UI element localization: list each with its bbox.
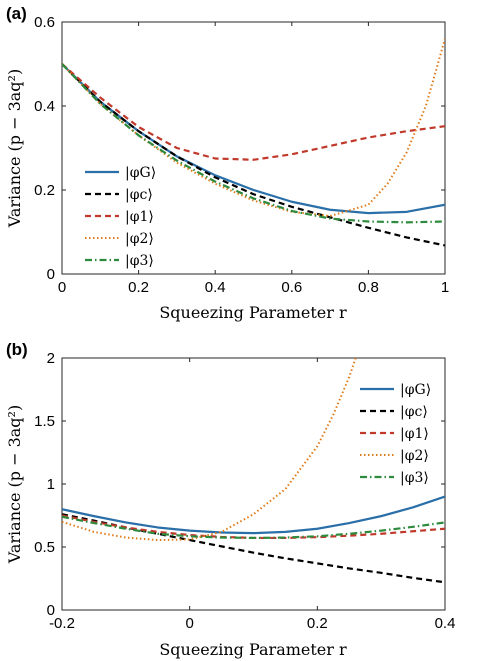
series-group-a	[62, 38, 445, 247]
legend-label-a-3: |φ2⟩	[125, 231, 154, 247]
panel-a: (a) 0 0.2 0.4 0.6 0.8 1 0 0.2 0.4 0.6 Squeezing P…	[5, 4, 449, 322]
x-axis-label-a: Squeezing Parameter r	[159, 303, 347, 322]
x-tick-label-a: 0	[58, 279, 66, 296]
y-tick-label-b: 1.5	[34, 413, 55, 430]
x-tick-label-a: 0.6	[281, 279, 302, 296]
legend-b: |φG⟩ |φc⟩ |φ1⟩ |φ2⟩ |φ3⟩	[360, 382, 431, 486]
x-tick-label-a: 1	[441, 279, 449, 296]
y-tick-label-b: 0.5	[34, 539, 55, 556]
y-tick-label-b: 2	[47, 350, 55, 367]
y-tick-label-b: 0	[47, 602, 55, 619]
series-line-b-3	[62, 358, 357, 542]
y-axis-label-a: Variance (p − 3aq²)	[5, 69, 24, 228]
series-group-b	[62, 358, 445, 584]
y-axis-label-b: Variance (p − 3aq²)	[5, 405, 24, 564]
x-tick-label-b: -0.2	[49, 615, 75, 632]
legend-label-b-3: |φ2⟩	[400, 448, 429, 464]
panel-b: (b) -0.2 0 0.2 0.400.511.52 Squeezing Param…	[5, 340, 455, 659]
x-tick-label-b: 0.4	[435, 615, 456, 632]
series-line-b-0	[62, 495, 445, 535]
x-axis-label-b: Squeezing Parameter r	[159, 640, 347, 659]
x-tick-label-a: 0.8	[358, 279, 379, 296]
series-line-b-4	[62, 515, 445, 540]
plot-frame-a	[61, 21, 446, 275]
y-tick-label-a: 0.6	[34, 14, 55, 31]
x-tick-label-b: 0.2	[307, 615, 328, 632]
x-tick-label-b: 0	[185, 615, 193, 632]
series-line-a-2	[62, 63, 445, 161]
x-tick-label-a: 0.2	[128, 279, 149, 296]
axis-ticks-b: -0.2 0 0.2 0.400.511.52	[34, 350, 455, 632]
y-tick-label-a: 0.2	[34, 182, 55, 199]
series-line-a-4	[62, 63, 445, 224]
legend-label-a-1: |φc⟩	[125, 187, 153, 203]
legend-label-a-4: |φ3⟩	[125, 253, 154, 269]
legend-label-b-4: |φ3⟩	[400, 470, 429, 486]
legend-label-b-2: |φ1⟩	[400, 426, 429, 442]
legend-a: |φG⟩ |φc⟩ |φ1⟩ |φ2⟩ |φ3⟩	[85, 165, 156, 269]
series-line-a-0	[62, 63, 445, 215]
series-line-b-1	[62, 513, 445, 584]
x-tick-label-a: 0.4	[205, 279, 226, 296]
legend-label-a-0: |φG⟩	[125, 165, 156, 181]
panel-label-b: (b)	[6, 340, 28, 359]
legend-label-a-2: |φ1⟩	[125, 209, 154, 225]
legend-label-b-0: |φG⟩	[400, 382, 431, 398]
y-tick-label-a: 0.4	[34, 98, 55, 115]
axis-ticks-a: 0 0.2 0.4 0.6 0.8 1 0 0.2 0.4 0.6	[34, 14, 449, 296]
plot-frame-b	[61, 357, 446, 611]
panel-label-a: (a)	[6, 4, 27, 23]
y-tick-label-a: 0	[47, 266, 55, 283]
y-tick-label-b: 1	[47, 476, 55, 493]
legend-label-b-1: |φc⟩	[400, 404, 428, 420]
series-line-a-1	[62, 63, 445, 247]
